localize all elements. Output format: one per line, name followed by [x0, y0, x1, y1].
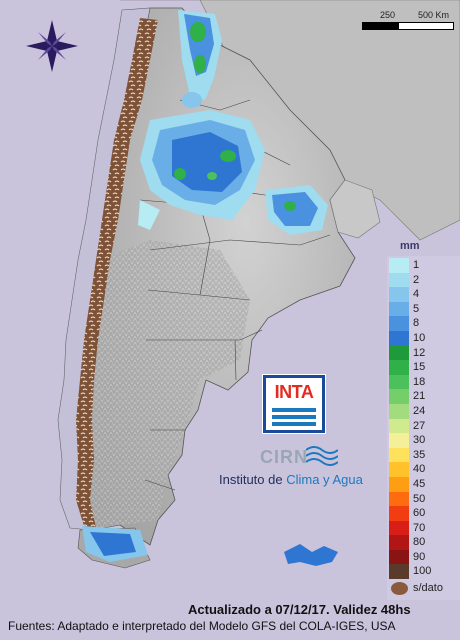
compass-rose-icon — [26, 20, 78, 72]
legend-item: 80 — [389, 535, 459, 550]
legend-label: 60 — [413, 507, 426, 520]
legend-item: 35 — [389, 447, 459, 463]
legend-label: 70 — [413, 521, 426, 534]
legend-item: 1 — [389, 258, 459, 273]
scale-label-end: 500 Km — [418, 10, 450, 20]
legend-item: 2 — [389, 272, 459, 288]
legend-swatch — [389, 330, 409, 346]
uruguay — [329, 179, 381, 239]
legend-swatch — [389, 418, 409, 434]
legend-item: 15 — [389, 360, 459, 375]
legend-no-data: s/dato — [389, 582, 460, 596]
legend-swatch — [389, 564, 409, 580]
legend-label: 4 — [413, 288, 420, 301]
andes-no-data — [76, 18, 158, 528]
legend-label: 21 — [413, 390, 426, 403]
legend-label: 45 — [413, 477, 426, 490]
legend-swatch — [389, 316, 409, 331]
legend-item: 30 — [389, 433, 459, 448]
scale-segment-1 — [362, 22, 399, 30]
legend-label: 18 — [413, 375, 426, 388]
legend-swatch — [389, 301, 409, 317]
legend-label: 2 — [413, 273, 420, 286]
inta-logo: INTA — [262, 374, 326, 434]
institute-name: Instituto de Clima y Agua — [219, 472, 363, 487]
cirn-logo-text: CIRN — [260, 447, 308, 467]
legend-swatch — [389, 360, 409, 375]
legend-label: 24 — [413, 404, 426, 417]
legend-label: 40 — [413, 463, 426, 476]
waves-icon — [306, 446, 338, 466]
legend-item: 40 — [389, 462, 459, 477]
legend-swatch — [389, 287, 409, 302]
legend-swatch — [389, 520, 409, 536]
legend-swatch — [389, 403, 409, 419]
legend-item: 50 — [389, 491, 459, 507]
no-data-label: s/dato — [413, 582, 443, 594]
legend-item: 90 — [389, 549, 459, 565]
no-data-swatch — [391, 582, 408, 595]
legend-item: 60 — [389, 506, 459, 521]
legend-item: 5 — [389, 301, 459, 317]
legend-title: mm — [400, 240, 420, 252]
legend-label: 80 — [413, 536, 426, 549]
scale-bar: 250 500 Km — [360, 10, 456, 34]
inta-stripes-icon — [272, 408, 316, 426]
legend-label: 8 — [413, 317, 420, 330]
legend-item: 24 — [389, 403, 459, 419]
legend-swatch — [389, 506, 409, 521]
legend-item: 100 — [389, 564, 459, 580]
update-notice: Actualizado a 07/12/17. Validez 48hs — [188, 602, 411, 617]
legend-item: 4 — [389, 287, 459, 302]
legend-swatch — [389, 389, 409, 404]
legend-item: 12 — [389, 345, 459, 361]
legend-label: 12 — [413, 346, 426, 359]
legend-swatch — [389, 447, 409, 463]
legend-label: 15 — [413, 361, 426, 374]
terrain-relief — [82, 240, 250, 530]
precipitation-fields — [82, 10, 328, 562]
legend-item: 21 — [389, 389, 459, 404]
legend-item: 70 — [389, 520, 459, 536]
legend-swatch — [389, 258, 409, 273]
legend-label: 1 — [413, 259, 420, 271]
legend-swatch — [389, 476, 409, 492]
legend-swatch — [389, 549, 409, 565]
legend-swatch — [389, 374, 409, 390]
legend-label: 100 — [413, 565, 432, 578]
legend-label: 10 — [413, 331, 426, 344]
legend-label: 90 — [413, 550, 426, 563]
institute-prefix: Instituto de — [219, 472, 287, 487]
legend-swatch — [389, 491, 409, 507]
legend-label: 50 — [413, 492, 426, 505]
legend-swatch — [389, 433, 409, 448]
legend-item: 45 — [389, 476, 459, 492]
legend-swatch — [389, 345, 409, 361]
legend-label: 5 — [413, 302, 420, 315]
precipitation-legend: 1 2 4 5 8 10 12 15 18 21 24 27 30 35 40 45 50 60 70 80 90 100 — [389, 258, 459, 580]
legend-item: 18 — [389, 374, 459, 390]
legend-label: 35 — [413, 448, 426, 461]
scale-segment-2 — [398, 22, 454, 30]
legend-swatch — [389, 272, 409, 288]
legend-item: 8 — [389, 316, 459, 331]
malvinas-islands — [284, 544, 338, 566]
sources-notice: Fuentes: Adaptado e interpretado del Mod… — [8, 619, 396, 633]
legend-label: 27 — [413, 419, 426, 432]
legend-swatch — [389, 462, 409, 477]
legend-label: 30 — [413, 434, 426, 447]
institute-accent: Clima y Agua — [286, 472, 363, 487]
inta-logo-text: INTA — [274, 382, 314, 402]
scale-label-mid: 250 — [380, 10, 396, 20]
legend-swatch — [389, 535, 409, 550]
legend-item: 27 — [389, 418, 459, 434]
legend-item: 10 — [389, 330, 459, 346]
